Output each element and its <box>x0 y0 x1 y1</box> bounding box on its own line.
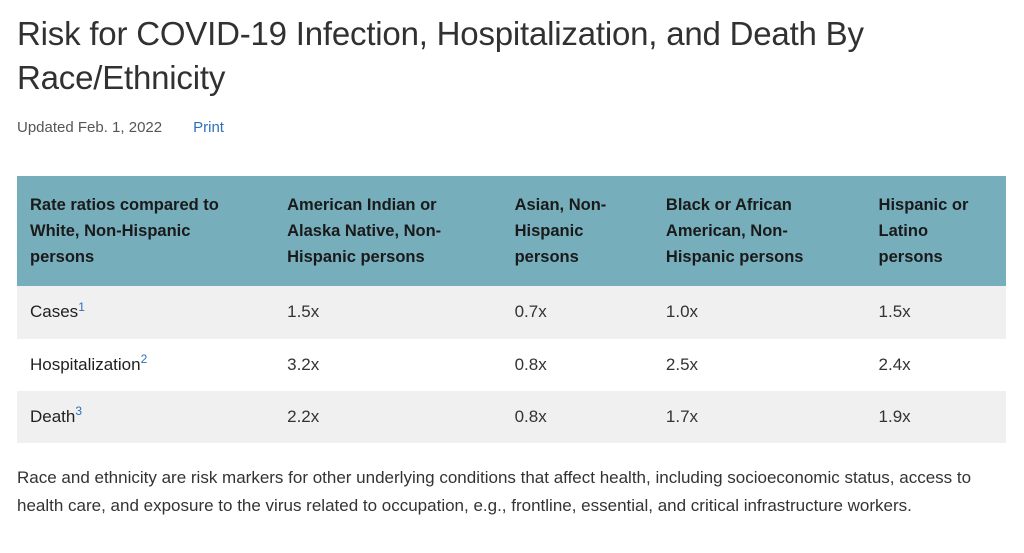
table-row-death: Death3 2.2x 0.8x 1.7x 1.9x <box>17 390 1006 444</box>
value-cell: 2.2x <box>287 406 320 426</box>
value-cell: 1.0x <box>665 302 699 322</box>
row-label: Hospitalization <box>30 354 141 374</box>
row-label: Death <box>30 406 76 426</box>
row-label-cell: Death3 <box>17 391 274 443</box>
value-cell: 1.5x <box>878 302 911 322</box>
value-cell: 0.8x <box>514 406 547 426</box>
meta-row: Updated Feb. 1, 2022 Print <box>17 119 1006 136</box>
table-row-hospitalization: Hospitalization2 3.2x 0.8x 2.5x 2.4x <box>17 338 1006 391</box>
table-row-cases: Cases1 1.5x 0.7x 1.0x 1.5x <box>17 286 1006 339</box>
table-header: Rate ratios compared to White, Non-Hispa… <box>17 176 1006 287</box>
updated-date: Updated Feb. 1, 2022 <box>17 119 163 137</box>
row-label-cell: Cases1 <box>17 286 274 338</box>
footnote-link-2[interactable]: 2 <box>140 351 148 366</box>
column-header-label: Rate ratios compared to White, Non-Hispa… <box>30 196 219 267</box>
column-header-black: Black or African American, Non-Hispanic … <box>652 176 866 287</box>
value-cell: 0.8x <box>514 354 547 374</box>
footer-note: Race and ethnicity are risk markers for … <box>17 468 972 515</box>
row-label-cell: Hospitalization2 <box>17 339 274 391</box>
column-header-label: Hispanic or Latino persons <box>878 196 969 267</box>
column-header-rate-ratios: Rate ratios compared to White, Non-Hispa… <box>17 176 275 287</box>
footnote-link-1[interactable]: 1 <box>78 299 85 314</box>
rate-ratio-table: Rate ratios compared to White, Non-Hispa… <box>17 176 1006 444</box>
value-cell: 3.2x <box>287 354 320 374</box>
value-cell: 1.5x <box>287 302 320 322</box>
value-cell: 0.7x <box>514 302 547 322</box>
value-cell: 2.4x <box>878 354 911 374</box>
value-cell: 1.9x <box>878 406 911 426</box>
column-header-american-indian: American Indian or Alaska Native, Non-Hi… <box>274 176 502 287</box>
table-header-row: Rate ratios compared to White, Non-Hispa… <box>17 176 1006 287</box>
value-cell: 2.5x <box>665 354 699 374</box>
page-container: Risk for COVID-19 Infection, Hospitaliza… <box>17 15 1006 515</box>
column-header-label: Black or African American, Non-Hispanic … <box>665 196 804 267</box>
value-cell: 1.7x <box>665 406 699 426</box>
print-link[interactable]: Print <box>193 119 224 137</box>
column-header-label: Asian, Non-Hispanic persons <box>514 196 607 267</box>
column-header-hispanic: Hispanic or Latino persons <box>865 176 1006 287</box>
row-label: Cases <box>30 302 79 322</box>
footnote-link-3[interactable]: 3 <box>75 404 83 419</box>
column-header-label: American Indian or Alaska Native, Non-Hi… <box>287 196 442 267</box>
column-header-asian: Asian, Non-Hispanic persons <box>501 176 653 287</box>
page-title: Risk for COVID-19 Infection, Hospitaliza… <box>17 15 864 96</box>
